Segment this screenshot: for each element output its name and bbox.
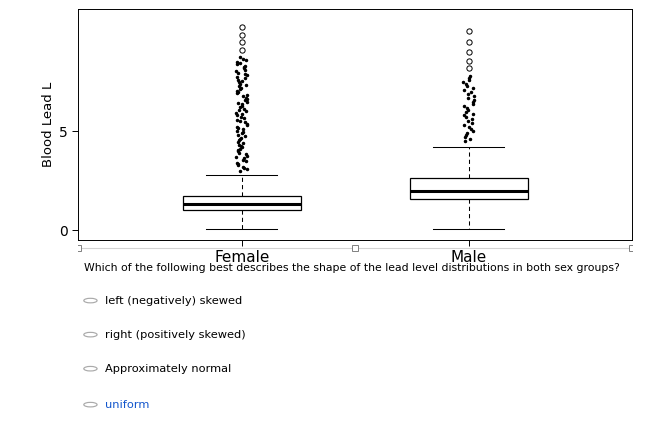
Text: right (positively skewed): right (positively skewed) <box>105 330 245 339</box>
Text: uniform: uniform <box>105 399 149 410</box>
Text: Approximately normal: Approximately normal <box>105 364 231 374</box>
FancyBboxPatch shape <box>183 195 301 210</box>
Text: left (negatively) skewed: left (negatively) skewed <box>105 296 242 306</box>
FancyBboxPatch shape <box>410 178 528 198</box>
Text: Which of the following best describes the shape of the lead level distributions : Which of the following best describes th… <box>83 263 619 273</box>
Y-axis label: Blood Lead L: Blood Lead L <box>42 82 55 167</box>
